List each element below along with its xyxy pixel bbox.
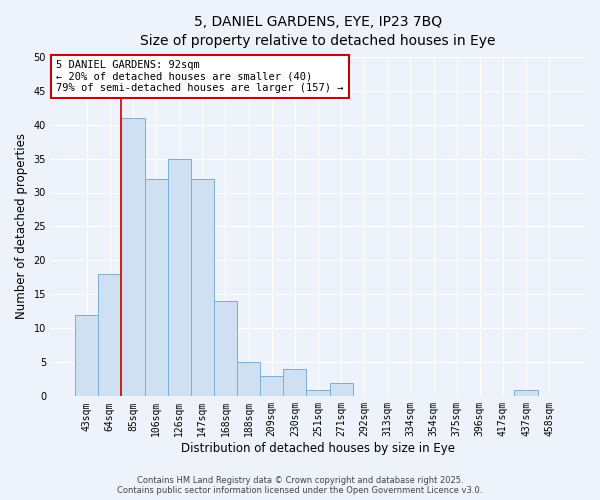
Bar (514, 390, 538, 396)
Bar (214, 301, 237, 396)
Bar (329, 382, 353, 396)
Bar (191, 179, 214, 396)
Title: 5, DANIEL GARDENS, EYE, IP23 7BQ
Size of property relative to detached houses in: 5, DANIEL GARDENS, EYE, IP23 7BQ Size of… (140, 15, 496, 48)
Bar (260, 376, 283, 396)
Bar (145, 179, 167, 396)
Text: 5 DANIEL GARDENS: 92sqm
← 20% of detached houses are smaller (40)
79% of semi-de: 5 DANIEL GARDENS: 92sqm ← 20% of detache… (56, 60, 344, 93)
Bar (237, 362, 260, 396)
Bar (75, 315, 98, 396)
Text: Contains HM Land Registry data © Crown copyright and database right 2025.
Contai: Contains HM Land Registry data © Crown c… (118, 476, 482, 495)
X-axis label: Distribution of detached houses by size in Eye: Distribution of detached houses by size … (181, 442, 455, 455)
Y-axis label: Number of detached properties: Number of detached properties (15, 134, 28, 320)
Bar (307, 390, 329, 396)
Bar (121, 118, 145, 396)
Bar (98, 274, 121, 396)
Bar (167, 158, 191, 396)
Bar (283, 369, 307, 396)
